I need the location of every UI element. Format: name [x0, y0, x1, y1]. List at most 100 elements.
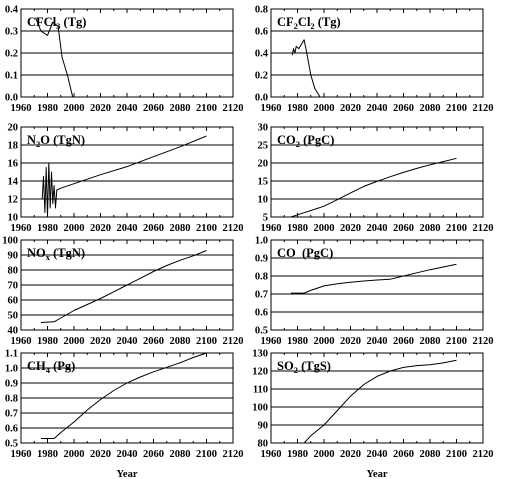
chart-panel-3: 10 12 14 16 18 20 1960 1980 2000 2020 2040 2060 2080…: [8, 123, 244, 235]
y-tick-label: 120: [252, 367, 268, 378]
x-tick-label: 1980: [37, 449, 58, 460]
x-tick-label: 2000: [64, 223, 85, 234]
x-tick-label: 2060: [393, 103, 414, 114]
y-tick-label: 0.2: [255, 71, 268, 82]
x-tick-label: 2060: [393, 223, 414, 234]
x-tick-label: 2060: [393, 336, 414, 347]
plot-frame: [20, 8, 234, 98]
x-tick-label: 2000: [314, 449, 335, 460]
x-tick-label: 2060: [393, 449, 414, 460]
x-tick-label: 1980: [37, 103, 58, 114]
x-tick-label: 2040: [367, 336, 388, 347]
x-tick-label: 2120: [473, 103, 494, 114]
y-tick-label: 25: [258, 141, 269, 152]
x-tick-label: 2020: [90, 103, 111, 114]
series-line-1: [40, 352, 207, 439]
x-tick-label: 2040: [367, 103, 388, 114]
x-tick-label: 2080: [420, 223, 441, 234]
panel-title: SO2 (TgS): [277, 359, 331, 375]
plot-frame: [270, 239, 484, 331]
y-tick-label: 0.3: [5, 27, 18, 38]
y-tick-label: 0.7: [255, 290, 268, 301]
x-axis-title: Year: [117, 469, 138, 479]
chart-panel-4: 5 10 15 20 25 30 1960 1980 2000 2020 2040 2060 2080 2…: [258, 123, 494, 235]
x-tick-label: 1980: [287, 103, 308, 114]
x-tick-label: 2080: [170, 336, 191, 347]
x-tick-label: 2100: [446, 449, 467, 460]
x-tick-label: 2000: [64, 336, 85, 347]
x-tick-label: 1960: [261, 336, 282, 347]
plot-frame: [20, 352, 234, 444]
chart-panel-8: 80 90 100 110 120 130 1960 1980 2000 2020 2040 2060…: [252, 349, 493, 479]
x-tick-label: 1980: [287, 336, 308, 347]
panel-title: CH4 (Pg): [27, 359, 75, 375]
x-tick-label: 2080: [420, 103, 441, 114]
x-tick-label: 2080: [170, 103, 191, 114]
x-tick-label: 2100: [196, 449, 217, 460]
y-tick-label: 0.1: [5, 71, 18, 82]
y-tick-label: 0.8: [5, 394, 18, 405]
x-tick-label: 2000: [314, 103, 335, 114]
x-tick-label: 2020: [90, 336, 111, 347]
panel-title: NOx (TgN): [27, 246, 85, 262]
x-tick-label: 2000: [314, 336, 335, 347]
x-tick-label: 2040: [117, 223, 138, 234]
x-tick-label: 2040: [117, 449, 138, 460]
x-tick-label: 2040: [117, 336, 138, 347]
y-tick-label: 1.1: [5, 349, 18, 360]
y-tick-label: 18: [8, 141, 19, 152]
series-line-1: [40, 250, 207, 323]
x-tick-label: 1960: [261, 103, 282, 114]
x-tick-label: 2080: [170, 223, 191, 234]
plot-frame: [270, 352, 484, 444]
chart-panel-5: 40 50 60 70 80 90 100 1960 1980 2000 2020 2040 2060 2…: [2, 236, 243, 348]
y-tick-label: 10: [8, 213, 19, 224]
y-tick-label: 0.9: [5, 379, 18, 390]
plot-frame: [20, 126, 234, 218]
x-tick-label: 1960: [11, 336, 32, 347]
series-line-1: [40, 135, 207, 218]
x-tick-label: 1980: [37, 223, 58, 234]
x-tick-label: 2020: [340, 449, 361, 460]
x-tick-label: 2120: [223, 449, 244, 460]
y-tick-label: 1.0: [5, 364, 18, 375]
y-tick-label: 40: [8, 326, 19, 337]
x-tick-label: 2080: [170, 449, 191, 460]
y-tick-label: 100: [2, 236, 18, 247]
y-tick-label: 0.4: [5, 5, 19, 16]
y-tick-label: 0.8: [255, 5, 268, 16]
y-tick-label: 0.4: [255, 49, 269, 60]
x-tick-label: 2120: [223, 103, 244, 114]
y-tick-label: 0.0: [5, 93, 18, 104]
y-tick-label: 130: [252, 349, 268, 360]
chart-panel-2: 0.0 0.2 0.4 0.6 0.8 1960 1980 2000 2020 2040 2060 2…: [255, 5, 494, 115]
series-line-1: [290, 359, 457, 444]
y-tick-label: 80: [258, 439, 269, 450]
x-tick-label: 2120: [473, 223, 494, 234]
x-tick-label: 1960: [11, 223, 32, 234]
x-tick-label: 2080: [420, 449, 441, 460]
y-tick-label: 90: [258, 421, 269, 432]
panel-title: CO2 (PgC): [277, 133, 334, 149]
y-tick-label: 0.6: [255, 27, 268, 38]
x-tick-label: 2060: [143, 103, 164, 114]
y-tick-label: 30: [258, 123, 269, 134]
y-tick-label: 0.6: [5, 424, 18, 435]
x-tick-label: 2100: [446, 336, 467, 347]
x-tick-label: 1980: [287, 449, 308, 460]
x-tick-label: 2040: [367, 223, 388, 234]
panel-title: CO (PgC): [277, 246, 333, 260]
x-tick-label: 2020: [90, 449, 111, 460]
y-tick-label: 90: [8, 251, 19, 262]
series-line-1: [290, 157, 457, 218]
y-tick-label: 20: [8, 123, 19, 134]
x-tick-label: 2040: [367, 449, 388, 460]
x-tick-label: 2100: [196, 103, 217, 114]
y-tick-label: 15: [258, 177, 269, 188]
y-tick-label: 10: [258, 195, 269, 206]
plot-frame: [270, 8, 484, 98]
x-tick-label: 1960: [11, 103, 32, 114]
y-tick-label: 0.0: [255, 93, 268, 104]
y-tick-label: 70: [8, 281, 19, 292]
